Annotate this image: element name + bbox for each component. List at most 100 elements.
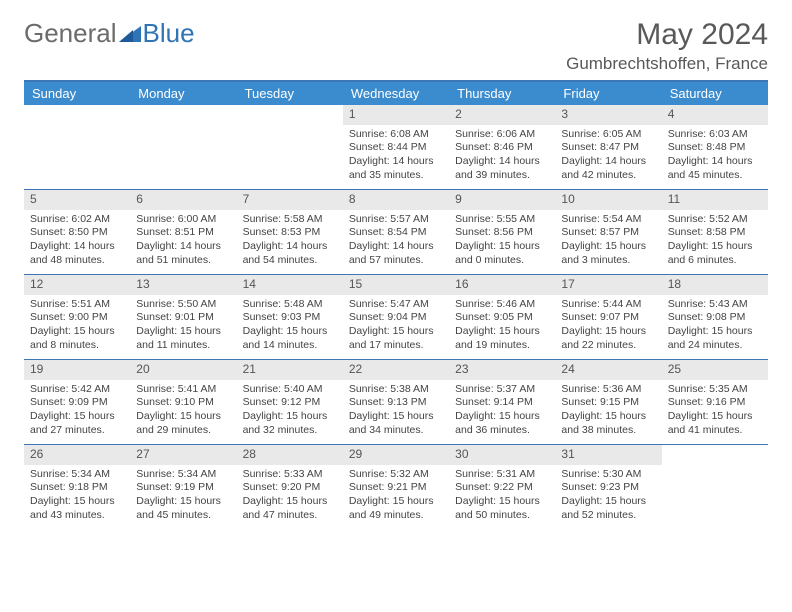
sunset-text: Sunset: 9:22 PM	[455, 481, 549, 495]
daylight-text: Daylight: 15 hours and 0 minutes.	[455, 240, 549, 267]
calendar-cell: 11Sunrise: 5:52 AMSunset: 8:58 PMDayligh…	[662, 190, 768, 274]
calendar-cell: 31 Sunrise: 5:30 AMSunset: 9:23 PMDayligh…	[555, 445, 661, 528]
sunset-text: Sunset: 9:04 PM	[349, 311, 443, 325]
daylight-text: Daylight: 15 hours and 3 minutes.	[561, 240, 655, 267]
sunrise-text: Sunrise: 5:31 AM	[455, 468, 549, 482]
sunset-text: Sunset: 8:44 PM	[349, 141, 443, 155]
sunrise-text: Sunrise: 5:58 AM	[243, 213, 337, 227]
day-number: 3	[555, 105, 661, 125]
sunrise-text: Sunrise: 6:08 AM	[349, 128, 443, 142]
day-number: 6	[130, 190, 236, 210]
sunset-text: Sunset: 9:05 PM	[455, 311, 549, 325]
day-number: 22	[343, 360, 449, 380]
calendar-cell: 14Sunrise: 5:48 AMSunset: 9:03 PMDayligh…	[237, 275, 343, 359]
day-number: 1	[343, 105, 449, 125]
sunrise-text: Sunrise: 5:46 AM	[455, 298, 549, 312]
day-number: 19	[24, 360, 130, 380]
calendar-cell	[130, 105, 236, 189]
day-number: 2	[449, 105, 555, 125]
sunrise-text: Sunrise: 6:05 AM	[561, 128, 655, 142]
sunrise-text: Sunrise: 5:30 AM	[561, 468, 655, 482]
daylight-text: Daylight: 15 hours and 45 minutes.	[136, 495, 230, 522]
daylight-text: Daylight: 15 hours and 52 minutes.	[561, 495, 655, 522]
day-number: 14	[237, 275, 343, 295]
calendar-cell: 30Sunrise: 5:31 AMSunset: 9:22 PMDayligh…	[449, 445, 555, 528]
sunset-text: Sunset: 9:08 PM	[668, 311, 762, 325]
daylight-text: Daylight: 14 hours and 39 minutes.	[455, 155, 549, 182]
sunrise-text: Sunrise: 5:36 AM	[561, 383, 655, 397]
sunrise-text: Sunrise: 6:02 AM	[30, 213, 124, 227]
month-title: May 2024	[566, 18, 768, 52]
daylight-text: Daylight: 15 hours and 38 minutes.	[561, 410, 655, 437]
sunset-text: Sunset: 9:01 PM	[136, 311, 230, 325]
title-block: May 2024 Gumbrechtshoffen, France	[566, 18, 768, 74]
sunrise-text: Sunrise: 5:40 AM	[243, 383, 337, 397]
daylight-text: Daylight: 14 hours and 45 minutes.	[668, 155, 762, 182]
sunset-text: Sunset: 8:47 PM	[561, 141, 655, 155]
calendar-cell: 19Sunrise: 5:42 AMSunset: 9:09 PMDayligh…	[24, 360, 130, 444]
day-number: 15	[343, 275, 449, 295]
logo: General Blue	[24, 18, 195, 49]
day-number: 13	[130, 275, 236, 295]
day-header-row: SundayMondayTuesdayWednesdayThursdayFrid…	[24, 82, 768, 105]
sunrise-text: Sunrise: 5:57 AM	[349, 213, 443, 227]
day-number: 28	[237, 445, 343, 465]
sunrise-text: Sunrise: 5:32 AM	[349, 468, 443, 482]
sunset-text: Sunset: 9:10 PM	[136, 396, 230, 410]
daylight-text: Daylight: 15 hours and 17 minutes.	[349, 325, 443, 352]
day-number: 25	[662, 360, 768, 380]
sunrise-text: Sunrise: 6:06 AM	[455, 128, 549, 142]
calendar-cell: 15 Sunrise: 5:47 AMSunset: 9:04 PMDayligh…	[343, 275, 449, 359]
calendar-cell: 25Sunrise: 5:35 AMSunset: 9:16 PMDayligh…	[662, 360, 768, 444]
sunset-text: Sunset: 8:48 PM	[668, 141, 762, 155]
location: Gumbrechtshoffen, France	[566, 54, 768, 74]
sunset-text: Sunset: 8:51 PM	[136, 226, 230, 240]
calendar-week: 1Sunrise: 6:08 AMSunset: 8:44 PMDaylight…	[24, 105, 768, 190]
daylight-text: Daylight: 14 hours and 35 minutes.	[349, 155, 443, 182]
day-number: 24	[555, 360, 661, 380]
day-number: 31	[555, 445, 661, 465]
day-number: 21	[237, 360, 343, 380]
day-header: Friday	[555, 82, 661, 105]
day-number: 11	[662, 190, 768, 210]
sunset-text: Sunset: 9:23 PM	[561, 481, 655, 495]
daylight-text: Daylight: 14 hours and 42 minutes.	[561, 155, 655, 182]
calendar-cell	[662, 445, 768, 528]
day-header: Thursday	[449, 82, 555, 105]
sunset-text: Sunset: 9:07 PM	[561, 311, 655, 325]
sunrise-text: Sunrise: 5:52 AM	[668, 213, 762, 227]
logo-triangle-icon	[119, 18, 141, 49]
daylight-text: Daylight: 15 hours and 49 minutes.	[349, 495, 443, 522]
daylight-text: Daylight: 15 hours and 43 minutes.	[30, 495, 124, 522]
calendar-cell: 8Sunrise: 5:57 AMSunset: 8:54 PMDaylight…	[343, 190, 449, 274]
calendar-cell: 24Sunrise: 5:36 AMSunset: 9:15 PMDayligh…	[555, 360, 661, 444]
sunrise-text: Sunrise: 5:42 AM	[30, 383, 124, 397]
calendar-cell: 28Sunrise: 5:33 AMSunset: 9:20 PMDayligh…	[237, 445, 343, 528]
calendar-cell: 20Sunrise: 5:41 AMSunset: 9:10 PMDayligh…	[130, 360, 236, 444]
day-number: 18	[662, 275, 768, 295]
day-header: Monday	[130, 82, 236, 105]
sunset-text: Sunset: 9:18 PM	[30, 481, 124, 495]
sunrise-text: Sunrise: 5:54 AM	[561, 213, 655, 227]
daylight-text: Daylight: 15 hours and 8 minutes.	[30, 325, 124, 352]
sunrise-text: Sunrise: 5:48 AM	[243, 298, 337, 312]
sunrise-text: Sunrise: 5:44 AM	[561, 298, 655, 312]
day-header: Saturday	[662, 82, 768, 105]
sunset-text: Sunset: 9:20 PM	[243, 481, 337, 495]
header: General Blue May 2024 Gumbrechtshoffen, …	[24, 18, 768, 74]
calendar-cell: 16Sunrise: 5:46 AMSunset: 9:05 PMDayligh…	[449, 275, 555, 359]
calendar-week: 19Sunrise: 5:42 AMSunset: 9:09 PMDayligh…	[24, 360, 768, 445]
calendar-cell: 21Sunrise: 5:40 AMSunset: 9:12 PMDayligh…	[237, 360, 343, 444]
day-number: 20	[130, 360, 236, 380]
calendar-cell: 4Sunrise: 6:03 AMSunset: 8:48 PMDaylight…	[662, 105, 768, 189]
logo-text-1: General	[24, 18, 117, 49]
day-number: 9	[449, 190, 555, 210]
sunset-text: Sunset: 9:13 PM	[349, 396, 443, 410]
daylight-text: Daylight: 14 hours and 54 minutes.	[243, 240, 337, 267]
daylight-text: Daylight: 15 hours and 27 minutes.	[30, 410, 124, 437]
sunrise-text: Sunrise: 5:47 AM	[349, 298, 443, 312]
sunrise-text: Sunrise: 5:34 AM	[136, 468, 230, 482]
daylight-text: Daylight: 15 hours and 47 minutes.	[243, 495, 337, 522]
sunrise-text: Sunrise: 5:37 AM	[455, 383, 549, 397]
daylight-text: Daylight: 14 hours and 51 minutes.	[136, 240, 230, 267]
